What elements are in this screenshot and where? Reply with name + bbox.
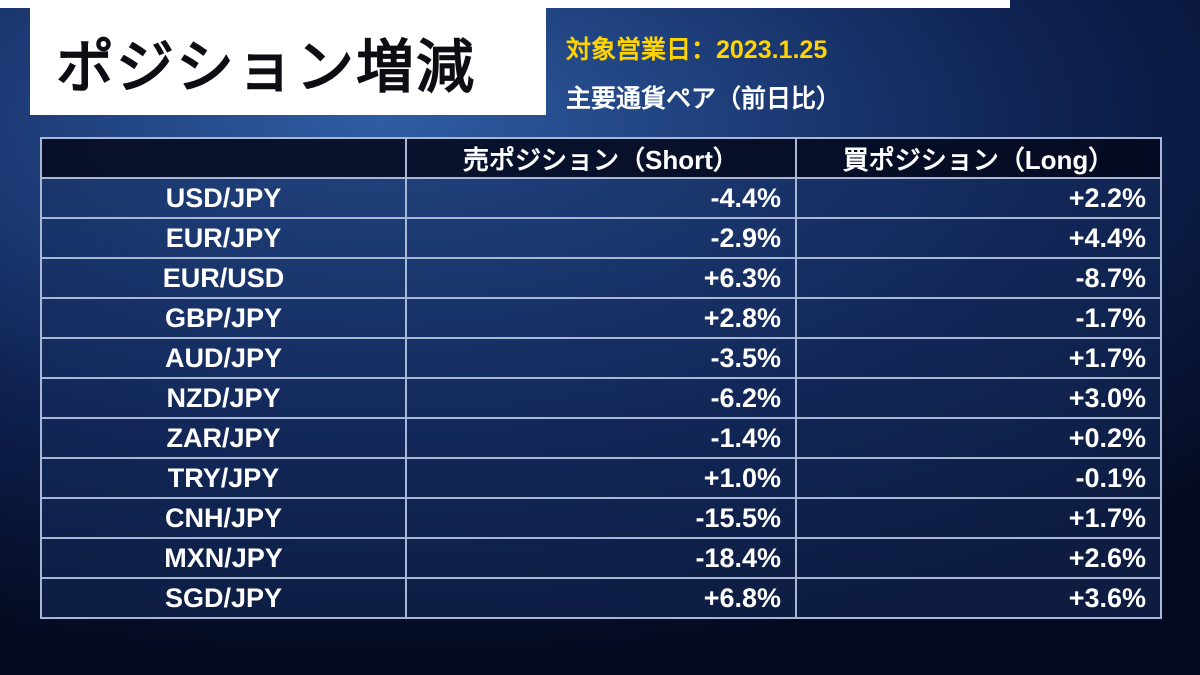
short-header-cell: 売ポジション（Short） bbox=[405, 137, 797, 179]
positions-table: 売ポジション（Short） 買ポジション（Long） USD/JPY -4.4%… bbox=[40, 137, 1162, 619]
long-value-cell: -1.7% bbox=[795, 297, 1162, 339]
pair-cell: ZAR/JPY bbox=[40, 417, 407, 459]
table-row: ZAR/JPY -1.4% +0.2% bbox=[40, 417, 1162, 459]
short-value-cell: +6.8% bbox=[405, 577, 797, 619]
target-date-label: 対象営業日：2023.1.25 bbox=[566, 36, 828, 64]
pair-cell: USD/JPY bbox=[40, 177, 407, 219]
long-value-cell: +2.6% bbox=[795, 537, 1162, 579]
title-panel: ポジション増減 bbox=[30, 8, 546, 115]
table-row: GBP/JPY +2.8% -1.7% bbox=[40, 297, 1162, 339]
pair-cell: TRY/JPY bbox=[40, 457, 407, 499]
short-value-cell: +1.0% bbox=[405, 457, 797, 499]
page-title: ポジション増減 bbox=[56, 34, 477, 100]
long-value-cell: +4.4% bbox=[795, 217, 1162, 259]
table-row: CNH/JPY -15.5% +1.7% bbox=[40, 497, 1162, 539]
short-value-cell: -3.5% bbox=[405, 337, 797, 379]
short-value-cell: +2.8% bbox=[405, 297, 797, 339]
table-row: EUR/USD +6.3% -8.7% bbox=[40, 257, 1162, 299]
pair-cell: CNH/JPY bbox=[40, 497, 407, 539]
long-value-cell: +1.7% bbox=[795, 337, 1162, 379]
table-row: USD/JPY -4.4% +2.2% bbox=[40, 177, 1162, 219]
header-right: 対象営業日：2023.1.25 主要通貨ペア（前日比） bbox=[566, 30, 841, 115]
table-row: MXN/JPY -18.4% +2.6% bbox=[40, 537, 1162, 579]
long-value-cell: +2.2% bbox=[795, 177, 1162, 219]
pair-cell: EUR/JPY bbox=[40, 217, 407, 259]
pair-cell: MXN/JPY bbox=[40, 537, 407, 579]
table-row: EUR/JPY -2.9% +4.4% bbox=[40, 217, 1162, 259]
pair-cell: EUR/USD bbox=[40, 257, 407, 299]
subtitle: 主要通貨ペア（前日比） bbox=[566, 85, 842, 113]
table-header-row: 売ポジション（Short） 買ポジション（Long） bbox=[40, 137, 1162, 179]
long-value-cell: +3.0% bbox=[795, 377, 1162, 419]
short-value-cell: -18.4% bbox=[405, 537, 797, 579]
pair-cell: AUD/JPY bbox=[40, 337, 407, 379]
table-row: NZD/JPY -6.2% +3.0% bbox=[40, 377, 1162, 419]
long-value-cell: -0.1% bbox=[795, 457, 1162, 499]
table-row: AUD/JPY -3.5% +1.7% bbox=[40, 337, 1162, 379]
short-value-cell: -4.4% bbox=[405, 177, 797, 219]
pair-header-cell bbox=[40, 137, 407, 179]
top-accent-strip bbox=[0, 0, 1010, 8]
long-value-cell: -8.7% bbox=[795, 257, 1162, 299]
short-value-cell: -15.5% bbox=[405, 497, 797, 539]
long-value-cell: +1.7% bbox=[795, 497, 1162, 539]
long-header-cell: 買ポジション（Long） bbox=[795, 137, 1162, 179]
pair-cell: NZD/JPY bbox=[40, 377, 407, 419]
long-value-cell: +0.2% bbox=[795, 417, 1162, 459]
short-value-cell: -1.4% bbox=[405, 417, 797, 459]
table-row: SGD/JPY +6.8% +3.6% bbox=[40, 577, 1162, 619]
long-value-cell: +3.6% bbox=[795, 577, 1162, 619]
pair-cell: SGD/JPY bbox=[40, 577, 407, 619]
table-row: TRY/JPY +1.0% -0.1% bbox=[40, 457, 1162, 499]
pair-cell: GBP/JPY bbox=[40, 297, 407, 339]
short-value-cell: -6.2% bbox=[405, 377, 797, 419]
short-value-cell: -2.9% bbox=[405, 217, 797, 259]
short-value-cell: +6.3% bbox=[405, 257, 797, 299]
